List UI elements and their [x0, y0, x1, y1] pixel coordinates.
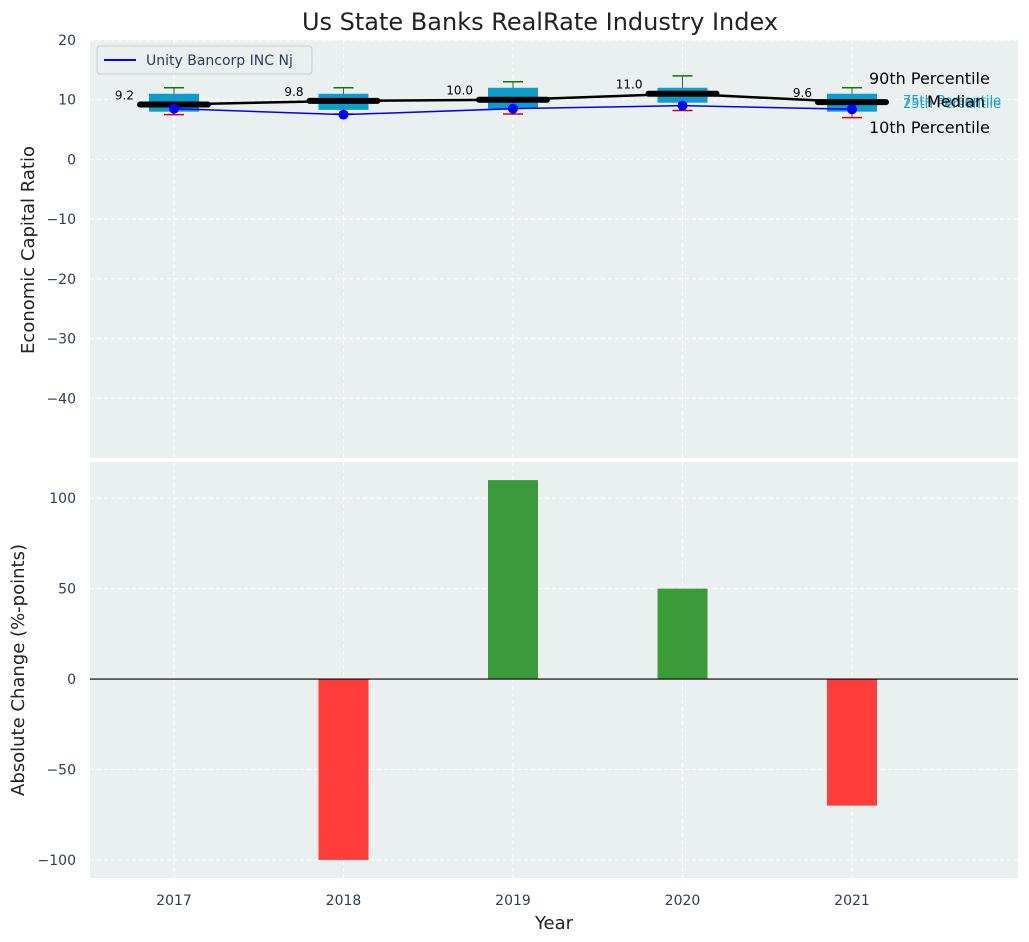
series-point	[508, 103, 518, 114]
legend-entry: Unity Bancorp INC Nj	[146, 53, 293, 69]
bottom-plot-area	[90, 462, 1018, 878]
bottom-bars	[90, 480, 1018, 860]
x-tick-label: 2017	[156, 893, 192, 909]
annotation-q1: 25th Percentile	[903, 97, 1001, 112]
top-y-tick-label: 0	[67, 152, 76, 168]
top-y-tick-label: −40	[46, 391, 76, 407]
x-tick-label: 2020	[665, 893, 701, 909]
bottom-y-tick-label: −100	[38, 853, 76, 869]
legend: Unity Bancorp INC Nj	[96, 45, 313, 75]
change-bar	[488, 480, 538, 680]
top-series	[169, 100, 857, 120]
bottom-y-tick-label: 50	[58, 582, 76, 598]
bottom-y-tick-label: 0	[67, 672, 76, 688]
series-point	[677, 100, 688, 111]
median-value-label: 9.8	[284, 85, 303, 99]
median-line	[173, 92, 853, 106]
bottom-y-axis-label: Absolute Change (%-points)	[8, 544, 29, 796]
top-y-tick-label: −10	[46, 212, 76, 228]
x-tick-label: 2021	[834, 893, 870, 909]
median-value-label: 11.0	[616, 78, 643, 92]
bottom-y-ticks: 100 50 0 −50 −100	[38, 491, 76, 869]
median-value-label: 9.2	[115, 88, 134, 102]
series-point	[338, 109, 349, 120]
top-grid	[90, 39, 1018, 458]
annotation-p10: 10th Percentile	[869, 118, 990, 137]
change-bar	[827, 679, 877, 806]
bottom-y-tick-label: −50	[46, 762, 76, 778]
top-y-tick-label: −20	[46, 272, 76, 288]
chart-title: Us State Banks RealRate Industry Index	[302, 8, 778, 36]
top-y-axis-label: Economic Capital Ratio	[18, 146, 39, 354]
change-bar	[657, 588, 708, 680]
x-tick-label: 2018	[326, 893, 362, 909]
top-y-tick-label: 20	[58, 33, 76, 49]
top-boxes: 9.2 9.8 10.0 11.0 9.6	[115, 75, 889, 119]
annotation-q3: 75th Percentile	[903, 94, 1001, 109]
top-y-tick-label: 10	[58, 93, 76, 109]
median-value-label: 9.6	[793, 86, 812, 100]
top-y-ticks: 20 10 0 −10 −20 −30 −40	[46, 33, 76, 407]
bottom-y-tick-label: 100	[49, 491, 76, 507]
legend-box	[96, 45, 313, 75]
x-ticks: 2017 2018 2019 2020 2021	[156, 893, 870, 909]
series-point	[847, 104, 857, 115]
annotation-p90: 90th Percentile	[869, 69, 990, 88]
x-tick-label: 2019	[495, 893, 531, 909]
median-value-label: 10.0	[446, 84, 473, 98]
change-bar	[318, 679, 369, 860]
x-axis-label: Year	[534, 913, 574, 934]
top-y-tick-label: −30	[46, 332, 76, 348]
series-point	[169, 103, 179, 114]
annotation-median: Median	[927, 92, 985, 111]
